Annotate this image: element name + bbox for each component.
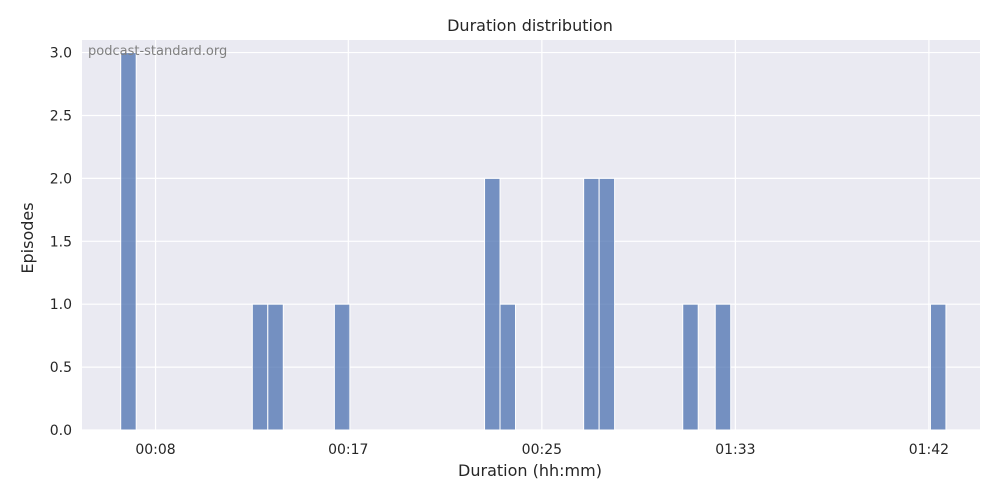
y-tick-label: 2.5 xyxy=(50,108,72,124)
x-tick-label: 00:17 xyxy=(328,442,368,458)
chart-title: Duration distribution xyxy=(447,16,613,35)
histogram-bar xyxy=(682,303,699,431)
y-tick-label: 1.5 xyxy=(50,234,72,250)
grid-lines xyxy=(82,40,980,431)
histogram-bar xyxy=(120,52,137,431)
x-axis-label: Duration (hh:mm) xyxy=(458,461,602,480)
histogram-bar xyxy=(583,177,600,431)
histogram-bar xyxy=(484,177,501,431)
plot-area xyxy=(82,40,980,430)
y-tick-label: 1.0 xyxy=(50,297,72,313)
y-tick-label: 0.5 xyxy=(50,360,72,376)
histogram-bar xyxy=(929,303,947,431)
histogram-bar xyxy=(267,303,284,431)
tick-labels: 0.0 0.5 1.0 1.5 2.0 2.5 3.0 00:08 00:17 00:25 01:3… xyxy=(50,46,949,458)
y-tick-label: 2.0 xyxy=(50,171,72,187)
histogram-bar xyxy=(333,303,351,431)
y-tick-label: 0.0 xyxy=(50,423,72,439)
histogram-bar xyxy=(714,303,732,431)
y-tick-label: 3.0 xyxy=(50,46,72,62)
y-axis-label: Episodes xyxy=(18,202,37,273)
histogram-bar xyxy=(251,303,269,431)
bars xyxy=(120,52,947,431)
histogram-bar xyxy=(499,303,517,431)
x-tick-label: 01:33 xyxy=(715,442,755,458)
x-tick-label: 00:08 xyxy=(135,442,175,458)
histogram-bar xyxy=(598,177,616,431)
x-tick-label: 01:42 xyxy=(909,442,949,458)
watermark-text: podcast-standard.org xyxy=(88,44,227,59)
x-tick-label: 00:25 xyxy=(522,442,562,458)
